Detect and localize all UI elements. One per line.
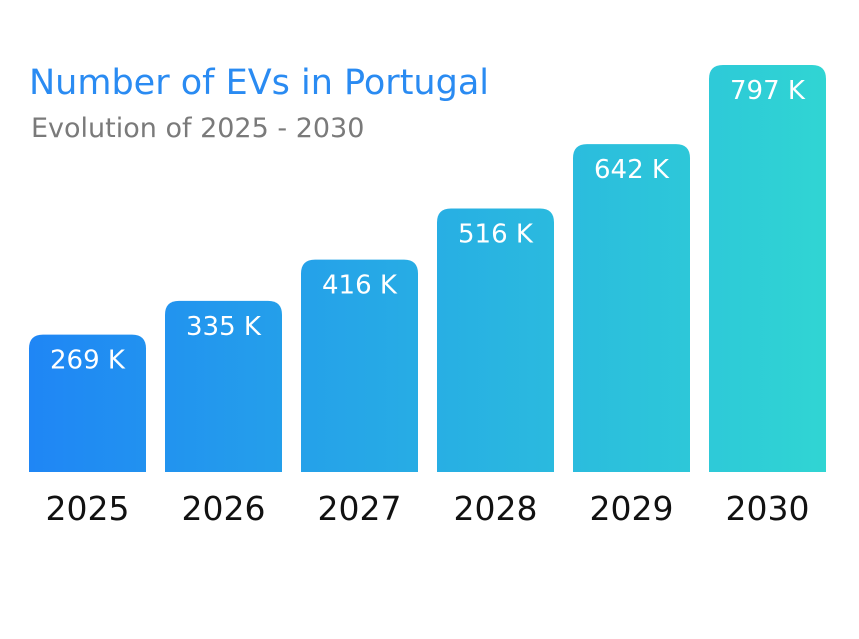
value-label-2030: 797 K	[730, 76, 806, 106]
category-label-2029: 2029	[590, 489, 674, 528]
category-label-2025: 2025	[46, 489, 130, 528]
chart-subtitle: Evolution of 2025 - 2030	[31, 113, 364, 144]
bar-2029	[573, 144, 690, 472]
category-label-2026: 2026	[182, 489, 266, 528]
chart-title: Number of EVs in Portugal	[29, 63, 489, 103]
value-label-2025: 269 K	[50, 346, 126, 376]
category-label-2027: 2027	[318, 489, 402, 528]
category-label-2028: 2028	[454, 489, 538, 528]
bar-2025	[29, 334, 146, 472]
value-label-2029: 642 K	[594, 155, 670, 185]
category-labels-group: 2025 2026 2027 2028 2029 2030	[46, 489, 810, 528]
bar-2027	[301, 259, 418, 472]
bar-2026	[165, 300, 282, 472]
value-labels-group: 269 K 335 K 416 K 516 K 642 K 797 K	[50, 76, 806, 376]
bars-group	[29, 65, 826, 472]
bar-2028	[437, 208, 554, 472]
value-label-2026: 335 K	[186, 312, 262, 342]
category-label-2030: 2030	[726, 489, 810, 528]
value-label-2028: 516 K	[458, 219, 534, 249]
value-label-2027: 416 K	[322, 271, 398, 301]
bar-2030	[709, 65, 826, 472]
